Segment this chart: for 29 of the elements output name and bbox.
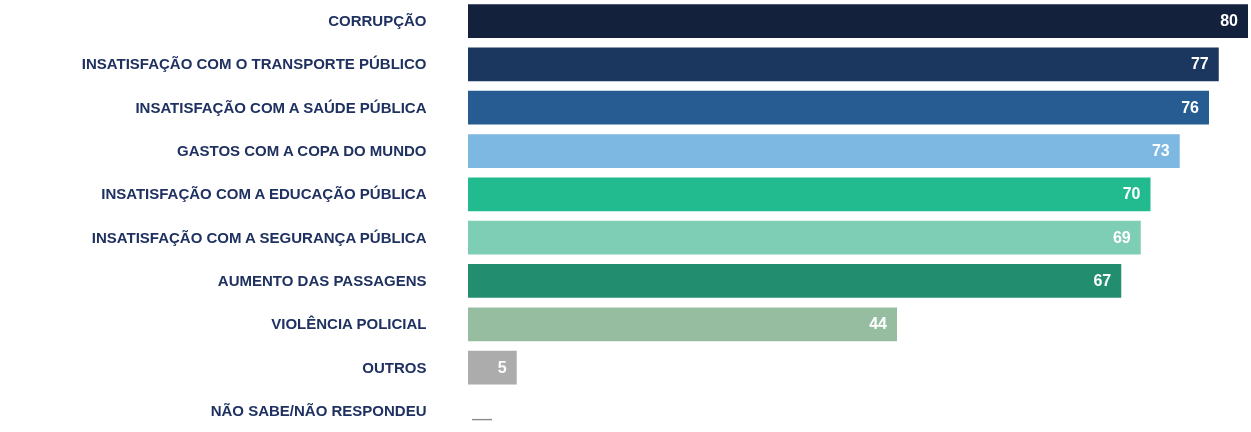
- data-label: 44: [869, 315, 888, 333]
- bar: [468, 90, 1209, 125]
- y-tick-label: INSATISFAÇÃO COM O TRANSPORTE PÚBLICO: [81, 55, 427, 73]
- y-tick-label: INSATISFAÇÃO COM A EDUCAÇÃO PÚBLICA: [101, 185, 427, 203]
- data-label: 77: [1190, 55, 1209, 73]
- data-label: 76: [1181, 98, 1200, 116]
- y-tick-label: GASTOS COM A COPA DO MUNDO: [177, 142, 427, 160]
- data-label: 5: [497, 358, 507, 376]
- bar: [468, 177, 1151, 212]
- data-label: 73: [1151, 142, 1170, 160]
- y-tick-label: NÃO SABE/NÃO RESPONDEU: [210, 401, 427, 419]
- y-tick-label: CORRUPÇÃO: [328, 12, 427, 30]
- y-tick-label: INSATISFAÇÃO COM A SEGURANÇA PÚBLICA: [91, 228, 427, 246]
- data-label: 70: [1122, 185, 1141, 203]
- y-tick-label: OUTROS: [362, 358, 427, 376]
- bar: [468, 4, 1248, 38]
- bar: [468, 264, 1122, 298]
- data-label: 80: [1220, 12, 1239, 30]
- data-label: 67: [1093, 271, 1112, 289]
- bar: [468, 220, 1141, 255]
- bar: [468, 350, 517, 385]
- bar: [468, 307, 897, 342]
- y-tick-label: VIOLÊNCIA POLICIAL: [271, 315, 427, 333]
- y-tick-label: AUMENTO DAS PASSAGENS: [217, 271, 427, 289]
- data-label: 69: [1112, 228, 1131, 246]
- y-tick-label: INSATISFAÇÃO COM A SAÚDE PÚBLICA: [135, 98, 427, 116]
- bar: [468, 134, 1180, 168]
- bar: [468, 47, 1219, 82]
- text: —: [472, 406, 492, 429]
